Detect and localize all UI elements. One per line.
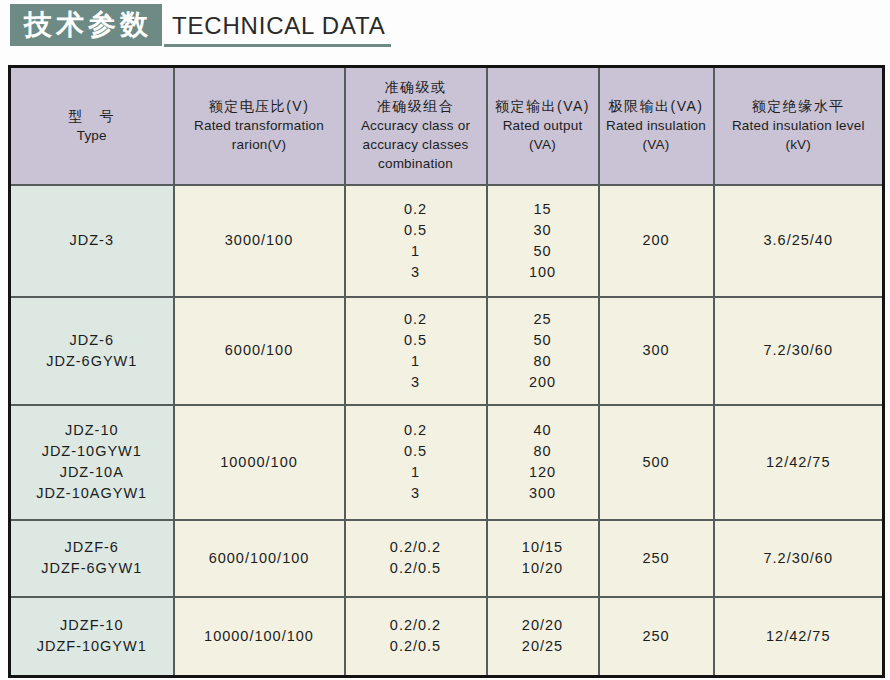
cell-ratio: 6000/100 xyxy=(174,297,345,405)
technical-data-table: 型 号Type 额定电压比(V)Rated transformation rar… xyxy=(8,65,885,678)
cell-accuracy: 0.2 0.5 1 3 xyxy=(345,185,487,297)
cell-accuracy: 0.2 0.5 1 3 xyxy=(345,297,487,405)
section-title-cn-text: 技术参数 xyxy=(24,9,152,40)
cell-accuracy: 0.2/0.2 0.2/0.5 xyxy=(345,520,487,597)
cell-insulation: 12/42/75 xyxy=(714,405,884,520)
table-header-row: 型 号Type 额定电压比(V)Rated transformation rar… xyxy=(10,67,884,185)
cell-insulation: 12/42/75 xyxy=(714,597,884,677)
col-header-limit: 极限输出(VA)Rated insulation (VA) xyxy=(599,67,714,185)
cell-output: 40 80 120 300 xyxy=(487,405,599,520)
col-header-insulation: 额定绝缘水平Rated insulation level (kV) xyxy=(714,67,884,185)
cell-output: 20/20 20/25 xyxy=(487,597,599,677)
cell-insulation: 3.6/25/40 xyxy=(714,185,884,297)
cell-type: JDZ-10 JDZ-10GYW1 JDZ-10A JDZ-10AGYW1 xyxy=(10,405,174,520)
col-header-accuracy: 准确级或 准确级组合Accuracy class or accuracy cla… xyxy=(345,67,487,185)
cell-limit: 300 xyxy=(599,297,714,405)
cell-accuracy: 0.2 0.5 1 3 xyxy=(345,405,487,520)
cell-output: 25 50 80 200 xyxy=(487,297,599,405)
cell-accuracy: 0.2/0.2 0.2/0.5 xyxy=(345,597,487,677)
section-title-cn: 技术参数 xyxy=(10,4,162,46)
cell-type: JDZF-6 JDZF-6GYW1 xyxy=(10,520,174,597)
table-row: JDZ-10 JDZ-10GYW1 JDZ-10A JDZ-10AGYW1 10… xyxy=(10,405,884,520)
cell-type: JDZ-3 xyxy=(10,185,174,297)
cell-limit: 200 xyxy=(599,185,714,297)
table-row: JDZF-10 JDZF-10GYW1 10000/100/100 0.2/0.… xyxy=(10,597,884,677)
cell-ratio: 3000/100 xyxy=(174,185,345,297)
cell-type: JDZ-6 JDZ-6GYW1 xyxy=(10,297,174,405)
table-row: JDZ-6 JDZ-6GYW1 6000/100 0.2 0.5 1 3 25 … xyxy=(10,297,884,405)
col-header-type: 型 号Type xyxy=(10,67,174,185)
cell-ratio: 10000/100/100 xyxy=(174,597,345,677)
table-row: JDZ-3 3000/100 0.2 0.5 1 3 15 30 50 100 … xyxy=(10,185,884,297)
col-header-ratio: 额定电压比(V)Rated transformation rarion(V) xyxy=(174,67,345,185)
cell-output: 10/15 10/20 xyxy=(487,520,599,597)
cell-limit: 250 xyxy=(599,597,714,677)
col-header-output: 额定输出(VA)Rated output (VA) xyxy=(487,67,599,185)
cell-type: JDZF-10 JDZF-10GYW1 xyxy=(10,597,174,677)
section-title-en: TECHNICAL DATA xyxy=(164,4,391,47)
cell-ratio: 6000/100/100 xyxy=(174,520,345,597)
cell-insulation: 7.2/30/60 xyxy=(714,297,884,405)
cell-insulation: 7.2/30/60 xyxy=(714,520,884,597)
table-row: JDZF-6 JDZF-6GYW1 6000/100/100 0.2/0.2 0… xyxy=(10,520,884,597)
cell-ratio: 10000/100 xyxy=(174,405,345,520)
cell-output: 15 30 50 100 xyxy=(487,185,599,297)
cell-limit: 250 xyxy=(599,520,714,597)
cell-limit: 500 xyxy=(599,405,714,520)
page-header: 技术参数 TECHNICAL DATA xyxy=(10,4,391,47)
